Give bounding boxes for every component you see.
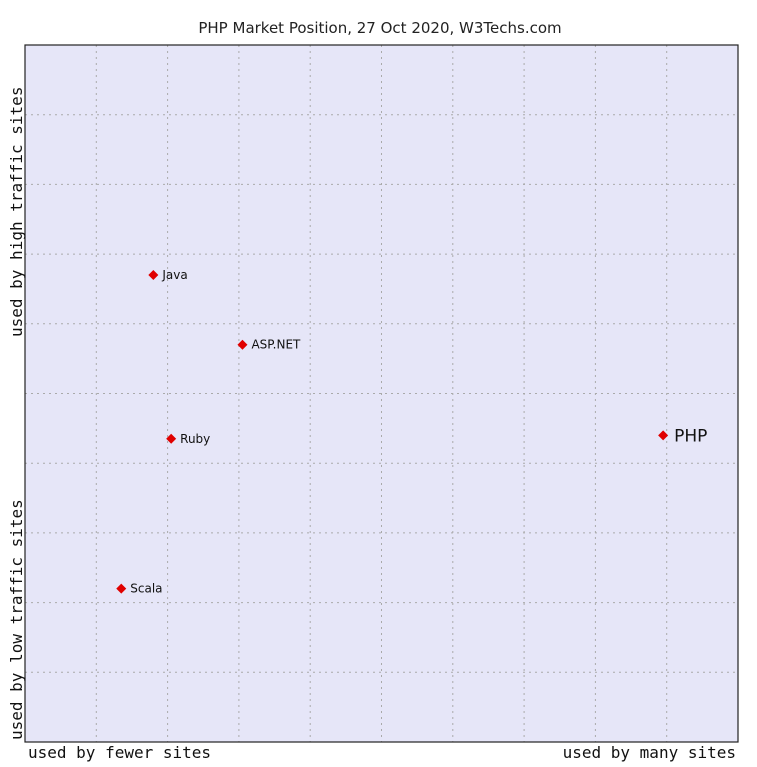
chart-title: PHP Market Position, 27 Oct 2020, W3Tech… [198,19,561,37]
grid-lines [25,45,738,742]
data-points: Java ASP.NET Ruby Scala PHP [116,268,707,596]
point-label: Ruby [180,432,210,446]
plot-border [24,44,739,743]
point-marker [166,433,177,444]
y-axis-label-top: used by high traffic sites [7,87,26,337]
x-axis-label-left: used by fewer sites [28,743,211,762]
data-point-scala: Scala [116,582,163,596]
point-label: Java [161,268,187,282]
point-marker [116,583,127,594]
point-marker [148,270,159,281]
data-point-ruby: Ruby [166,432,210,446]
data-point-asp-net: ASP.NET [237,338,301,352]
data-point-java: Java [148,268,188,282]
point-marker [237,339,248,350]
x-axis-label-right: used by many sites [563,743,736,762]
y-axis-label-bottom: used by low traffic sites [7,499,26,740]
point-label: ASP.NET [251,338,301,352]
point-label: Scala [130,582,162,596]
point-label: PHP [674,426,707,446]
point-marker [658,430,669,441]
data-point-php: PHP [658,426,707,446]
